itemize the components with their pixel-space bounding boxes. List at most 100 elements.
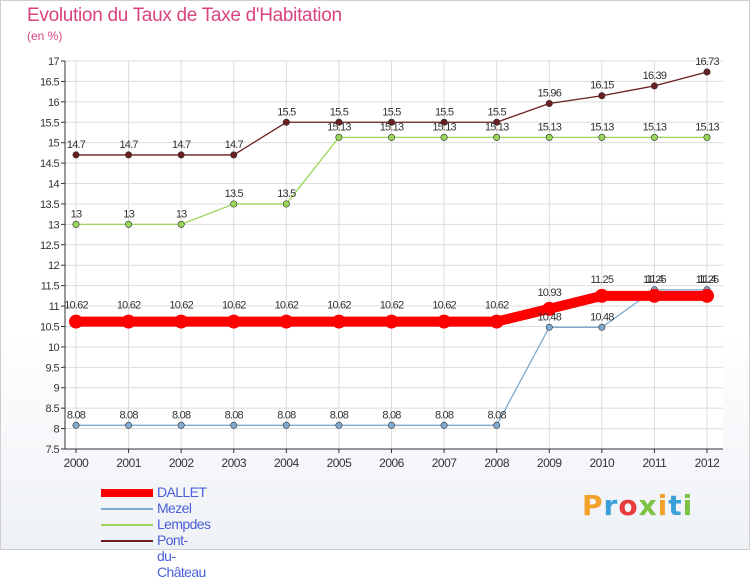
data-label: 15.5 [277,106,296,118]
data-point [598,133,606,141]
data-label: 14.7 [67,139,86,151]
data-point [437,314,452,329]
data-label: 11.25 [696,274,719,286]
data-label: 15.5 [435,106,454,118]
y-tick-label: 12.5 [40,240,59,252]
data-point [493,421,501,429]
data-label: 8.08 [382,409,401,421]
data-label: 8.08 [172,409,191,421]
legend-label: Lempdes [157,516,211,532]
data-point [387,118,395,126]
data-point [440,421,448,429]
y-tick-label: 8.5 [46,403,60,415]
data-point [493,118,501,126]
legend-swatch [101,489,153,497]
data-point [72,421,80,429]
data-label: 11.25 [643,274,666,286]
data-label: 16.39 [643,70,667,82]
data-label: 10.62 [222,300,246,312]
data-point [125,220,133,228]
data-label: 11.4 [646,274,664,286]
data-point [545,323,553,331]
y-tick-label: 10 [48,342,60,354]
data-label: 15.13 [537,121,561,133]
y-tick-label: 17 [48,56,60,68]
data-label: 10.48 [537,311,561,323]
data-point [335,118,343,126]
y-tick-label: 11.5 [41,281,60,293]
data-point [72,220,80,228]
data-label: 15.13 [380,121,404,133]
logo-letter: r [603,489,619,522]
data-label: 10.62 [64,300,88,312]
x-tick-label: 2011 [643,456,668,470]
data-point [335,421,343,429]
legend-swatch [101,508,153,510]
data-point [650,133,658,141]
data-point [125,421,133,429]
data-point [703,68,711,76]
logo-letter: t [668,489,683,522]
data-label: 15.13 [590,121,614,133]
data-point [594,288,609,303]
x-tick-label: 2009 [537,456,563,470]
x-tick-label: 2008 [484,456,510,470]
legend-swatch [101,524,153,526]
data-point [489,314,504,329]
y-tick-label: 10.5 [40,321,59,333]
line-chart: 7.5 8 8.5 9 9.5 10 10.5 11 11.5 12 12.5 13 13.5 14 14.… [40,56,723,470]
y-tick-label: 16 [48,97,60,109]
data-label: 10.62 [117,300,141,312]
data-point [279,314,294,329]
data-point [598,92,606,100]
y-tick-label: 9 [53,383,59,395]
y-tick-label: 9.5 [46,362,60,374]
data-label: 8.08 [277,409,296,421]
data-label: 8.08 [435,409,454,421]
data-label: 16.73 [695,56,719,68]
legend-label: DALLET [157,484,207,500]
data-point [542,301,557,316]
data-point [598,323,606,331]
data-label: 8.08 [330,409,349,421]
data-label: 11.25 [590,274,613,286]
data-point [230,151,238,159]
x-tick-label: 2007 [432,456,458,470]
plot-area [65,61,723,449]
data-label: 13.5 [225,188,244,200]
data-point [387,133,395,141]
y-tick-label: 14.5 [40,158,59,170]
y-tick-label: 15 [48,138,60,150]
data-label: 10.93 [537,287,561,299]
data-label: 14.7 [172,139,191,151]
x-tick-label: 2000 [64,456,90,470]
y-tick-label: 7.5 [46,444,60,456]
data-label: 16.15 [590,80,614,92]
data-label: 13 [123,208,134,220]
data-point [545,99,553,107]
data-point [335,133,343,141]
data-point [177,220,185,228]
x-tick-label: 2004 [274,456,300,470]
legend-label: Mezel [157,500,192,516]
data-label: 13.5 [277,188,296,200]
logo-letter: x [638,489,658,522]
data-label: 8.08 [225,409,244,421]
y-tick-label: 8 [53,424,59,436]
data-label: 10.62 [432,300,456,312]
chart-title: Evolution du Taux de Taxe d'Habitation [27,5,342,26]
logo-letter: i [657,489,669,522]
data-point [177,151,185,159]
data-label: 15.13 [695,121,719,133]
data-label: 14.7 [225,139,244,151]
data-point [387,421,395,429]
data-label: 10.48 [590,311,614,323]
y-tick-label: 11 [49,301,60,313]
data-label: 8.08 [488,409,507,421]
y-tick-label: 15.5 [40,117,59,129]
data-point [177,421,185,429]
logo-letter: P [582,489,604,522]
chart-subtitle: (en %) [27,29,63,43]
data-point [440,133,448,141]
